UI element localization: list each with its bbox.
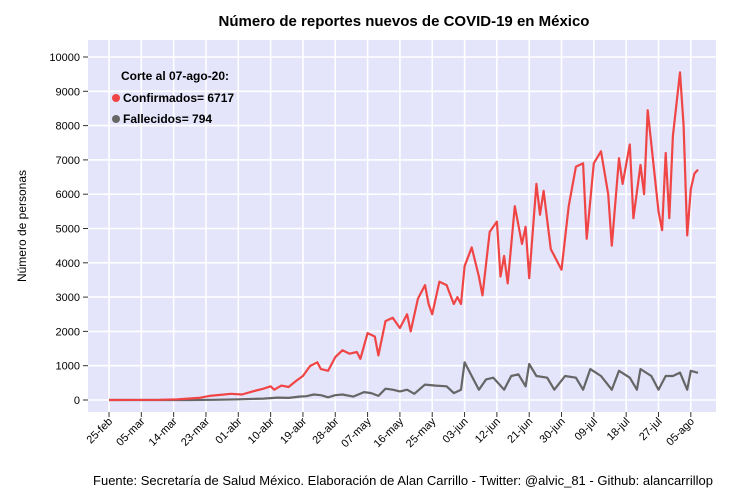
y-tick-label-5: 5000 — [56, 224, 80, 236]
x-tick-label-3: 23-mar — [179, 415, 212, 448]
chart-title: Número de reportes nuevos de COVID-19 en… — [219, 13, 590, 30]
legend-header: Corte al 07-ago-20: — [121, 69, 229, 83]
y-tick-label-3: 3000 — [56, 292, 80, 304]
x-axis: 25-feb 05-mar 14-mar 23-mar 01-abr 10-abr 19-a… — [85, 412, 697, 450]
y-tick-label-7: 7000 — [56, 155, 80, 167]
x-tick-label-9: 16-may — [372, 415, 407, 450]
y-axis-label: Número de personas — [15, 170, 29, 282]
legend: Corte al 07-ago-20: Confirmados= 6717 Fa… — [112, 69, 234, 126]
series-lines — [108, 71, 699, 402]
x-tick-label-0: 25-feb — [85, 416, 116, 447]
y-tick-label-4: 4000 — [56, 258, 80, 270]
legend-label-fallecidos: Fallecidos= 794 — [123, 112, 212, 126]
x-tick-label-18: 05-ago — [664, 416, 697, 449]
x-tick-label-2: 14-mar — [147, 415, 180, 448]
y-tick-label-1: 1000 — [56, 361, 80, 373]
series-line-fallecidos — [109, 361, 699, 402]
y-tick-label-6: 6000 — [56, 189, 80, 201]
y-tick-label-8: 8000 — [56, 121, 80, 133]
x-tick-label-17: 27-jul — [637, 416, 665, 444]
x-tick-label-4: 01-abr — [213, 415, 244, 446]
x-tick-label-11: 03-jun — [441, 416, 471, 446]
series-line-confirmados — [108, 71, 699, 402]
y-tick-label-9: 9000 — [56, 86, 80, 98]
y-tick-label-10: 10000 — [49, 52, 80, 64]
source-caption: Fuente: Secretaría de Salud México. Elab… — [93, 473, 713, 488]
x-tick-label-14: 30-jun — [538, 416, 568, 446]
y-tick-label-2: 2000 — [56, 326, 80, 338]
x-tick-label-10: 25-may — [404, 415, 439, 450]
legend-label-confirmados: Confirmados= 6717 — [123, 91, 234, 105]
x-tick-label-1: 05-mar — [114, 415, 147, 448]
x-tick-label-7: 28-abr — [310, 415, 341, 446]
y-axis: 0 1000 2000 3000 4000 5000 6000 7000 8000 9000 100… — [49, 52, 88, 407]
gridlines — [88, 40, 716, 412]
y-tick-label-0: 0 — [74, 395, 80, 407]
x-tick-label-6: 19-abr — [278, 415, 309, 446]
x-tick-label-8: 07-may — [339, 415, 374, 450]
x-tick-label-15: 09-jul — [572, 416, 600, 444]
x-tick-label-5: 10-abr — [246, 415, 277, 446]
x-tick-label-12: 12-jun — [473, 416, 503, 446]
x-tick-label-16: 18-jul — [605, 416, 633, 444]
legend-marker-fallecidos — [112, 115, 120, 123]
x-tick-label-13: 21-jun — [505, 416, 535, 446]
legend-marker-confirmados — [112, 94, 120, 102]
